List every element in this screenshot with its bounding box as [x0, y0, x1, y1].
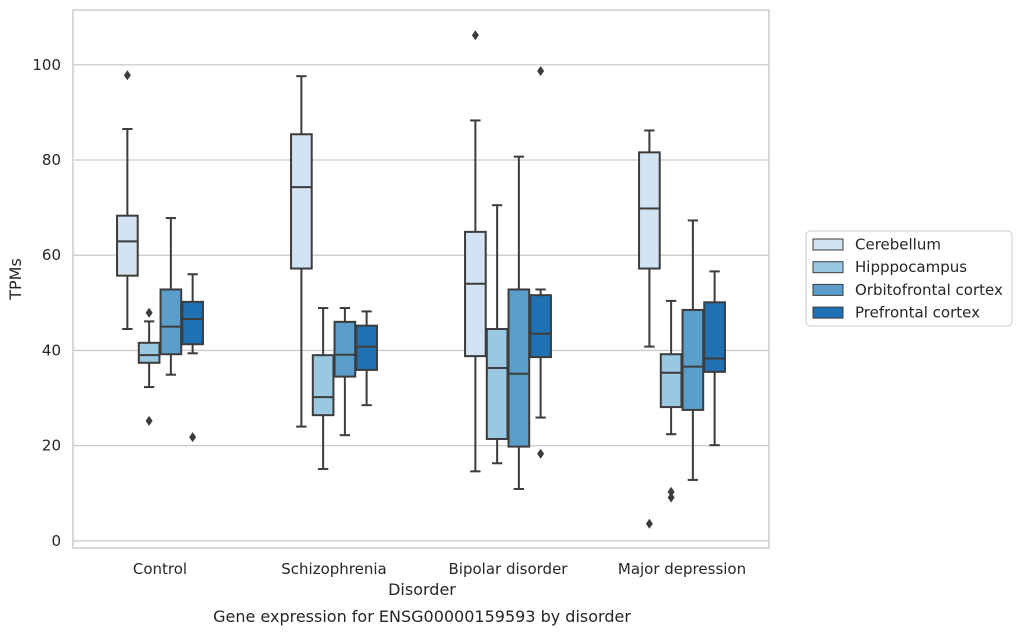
legend-swatch — [812, 261, 844, 274]
box — [507, 155, 531, 490]
box — [529, 65, 552, 459]
box — [116, 70, 139, 330]
x-tick-label: Control — [133, 560, 187, 578]
legend-label: Hipppocampus — [855, 258, 967, 276]
box-iqr — [333, 320, 357, 378]
box — [638, 129, 661, 529]
legend: Cerebellum Hipppocampus Orbitofrontal cort… — [805, 230, 1013, 327]
chart-caption: Gene expression for ENSG00000159593 by d… — [213, 607, 631, 626]
box-iqr — [638, 151, 661, 270]
box — [159, 217, 183, 376]
box — [311, 307, 335, 470]
y-axis-label: TPMs — [6, 258, 25, 301]
legend-label: Cerebellum — [855, 236, 941, 254]
outlier-point — [123, 70, 131, 81]
box-iqr — [485, 327, 509, 440]
box — [290, 75, 313, 428]
legend-swatch — [812, 283, 844, 296]
box-iqr — [703, 301, 726, 373]
box — [355, 310, 378, 407]
outlier-point — [189, 432, 197, 443]
outlier-point — [471, 30, 479, 41]
box-iqr — [659, 353, 683, 409]
y-tick-label: 20 — [42, 437, 61, 455]
x-tick-label: Major depression — [618, 560, 746, 578]
box — [681, 219, 705, 481]
box — [137, 307, 161, 426]
legend-swatch — [812, 306, 844, 319]
box — [659, 299, 683, 503]
box-iqr — [311, 354, 335, 417]
plot-border — [72, 9, 770, 549]
outlier-point — [145, 415, 153, 426]
y-tick-labels: 0 20 40 60 80 100 — [32, 56, 61, 550]
box-iqr — [464, 230, 487, 358]
outlier-point — [667, 486, 675, 497]
box-iqr — [137, 341, 161, 364]
y-tick-label: 80 — [42, 151, 61, 169]
x-tick-label: Bipolar disorder — [449, 560, 569, 578]
outlier-point — [537, 65, 545, 76]
box — [181, 273, 204, 443]
y-gridlines — [73, 64, 769, 542]
box-iqr — [355, 324, 378, 371]
outlier-point — [537, 448, 545, 459]
legend-swatch — [812, 238, 844, 251]
x-tick-label: Schizophrenia — [281, 560, 386, 578]
box-iqr — [181, 300, 204, 346]
box — [464, 30, 487, 473]
legend-label: Prefrontal cortex — [855, 304, 980, 322]
box-iqr — [159, 288, 183, 356]
plot-frame — [72, 9, 770, 549]
y-tick-label: 60 — [42, 246, 61, 264]
y-tick-label: 0 — [51, 532, 61, 550]
y-tick-label: 40 — [42, 341, 61, 359]
outlier-point — [667, 492, 675, 503]
box-iqr — [290, 133, 313, 270]
box-series — [116, 30, 726, 529]
legend-label: Orbitofrontal cortex — [855, 281, 1003, 299]
box-iqr — [681, 308, 705, 411]
outlier-point — [645, 518, 653, 529]
y-tick-label: 100 — [32, 56, 61, 74]
box-iqr — [529, 294, 552, 359]
x-tick-labels: Control Schizophrenia Bipolar disorder Majo… — [133, 560, 746, 578]
box-iqr — [507, 288, 531, 448]
x-axis-label: Disorder — [388, 580, 456, 599]
legend-frame — [805, 230, 1013, 327]
box-iqr — [116, 214, 139, 277]
outlier-point — [145, 307, 153, 318]
box — [485, 204, 509, 465]
box — [703, 270, 726, 447]
box — [333, 307, 357, 437]
